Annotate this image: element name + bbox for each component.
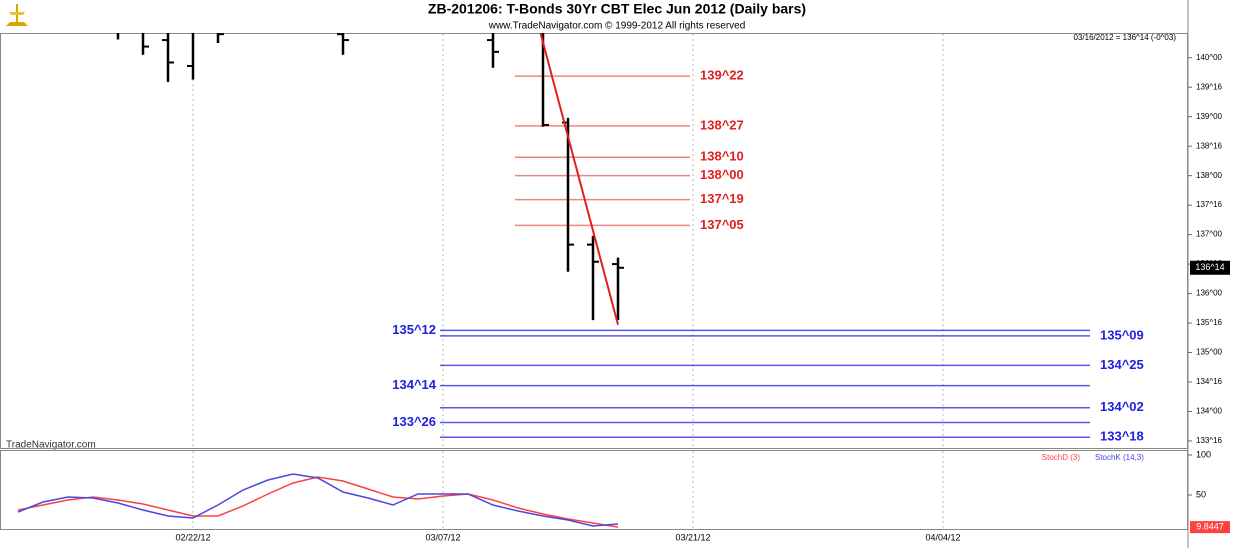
level-label: 138^27 — [700, 117, 744, 132]
last-stoch-box — [1190, 521, 1230, 534]
y-tick-label: 135^00 — [1196, 348, 1223, 357]
y-tick-label: 100 — [1196, 449, 1211, 459]
watermark: TradeNavigator.com — [6, 440, 96, 451]
y-tick-label: 138^00 — [1196, 171, 1223, 180]
stoch-line — [17, 473, 619, 527]
level-label: 134^25 — [1100, 357, 1144, 372]
stoch-line — [17, 476, 619, 528]
x-tick-label: 03/07/12 — [425, 532, 460, 542]
last-stoch-label: 9.8447 — [1196, 521, 1224, 531]
legend-entry: StochK (14,3) — [1095, 453, 1144, 462]
x-tick-label: 03/21/12 — [675, 532, 710, 542]
price-info: 03/16/2012 = 136^14 (-0^03) — [1074, 33, 1177, 42]
y-tick-label: 133^16 — [1196, 436, 1223, 445]
legend-entry: StochD (3) — [1042, 453, 1081, 462]
chart-subtitle: www.TradeNavigator.com © 1999-2012 All r… — [488, 21, 746, 32]
y-tick-label: 140^00 — [1196, 53, 1223, 62]
last-price-box — [1190, 260, 1230, 275]
y-tick-label: 137^00 — [1196, 230, 1223, 239]
chart-title: ZB-201206: T-Bonds 30Yr CBT Elec Jun 201… — [428, 1, 806, 17]
trendline — [539, 33, 619, 326]
y-tick-label: 136^00 — [1196, 289, 1223, 298]
level-label: 137^19 — [700, 191, 744, 206]
y-tick-label: 134^00 — [1196, 407, 1223, 416]
y-tick-label: 50 — [1196, 489, 1206, 499]
price-bars — [116, 33, 624, 326]
x-tick-label: 02/22/12 — [175, 532, 210, 542]
y-tick-label: 139^16 — [1196, 82, 1223, 91]
y-tick-label: 134^16 — [1196, 377, 1223, 386]
level-label: 133^26 — [392, 414, 436, 429]
logo — [6, 4, 28, 26]
y-tick-label: 138^16 — [1196, 141, 1223, 150]
level-label: 134^14 — [392, 377, 437, 392]
level-label: 134^02 — [1100, 399, 1144, 414]
level-label: 135^12 — [392, 322, 436, 337]
level-label: 138^10 — [700, 149, 744, 164]
level-label: 139^22 — [700, 68, 744, 83]
x-tick-label: 04/04/12 — [925, 532, 960, 542]
level-label: 138^00 — [700, 167, 744, 182]
last-price-label: 136^14 — [1195, 262, 1224, 272]
y-tick-label: 139^00 — [1196, 112, 1223, 121]
level-label: 133^18 — [1100, 429, 1144, 444]
y-tick-label: 137^16 — [1196, 200, 1223, 209]
level-label: 137^05 — [700, 217, 744, 232]
level-label: 135^09 — [1100, 327, 1144, 342]
y-tick-label: 135^16 — [1196, 318, 1223, 327]
